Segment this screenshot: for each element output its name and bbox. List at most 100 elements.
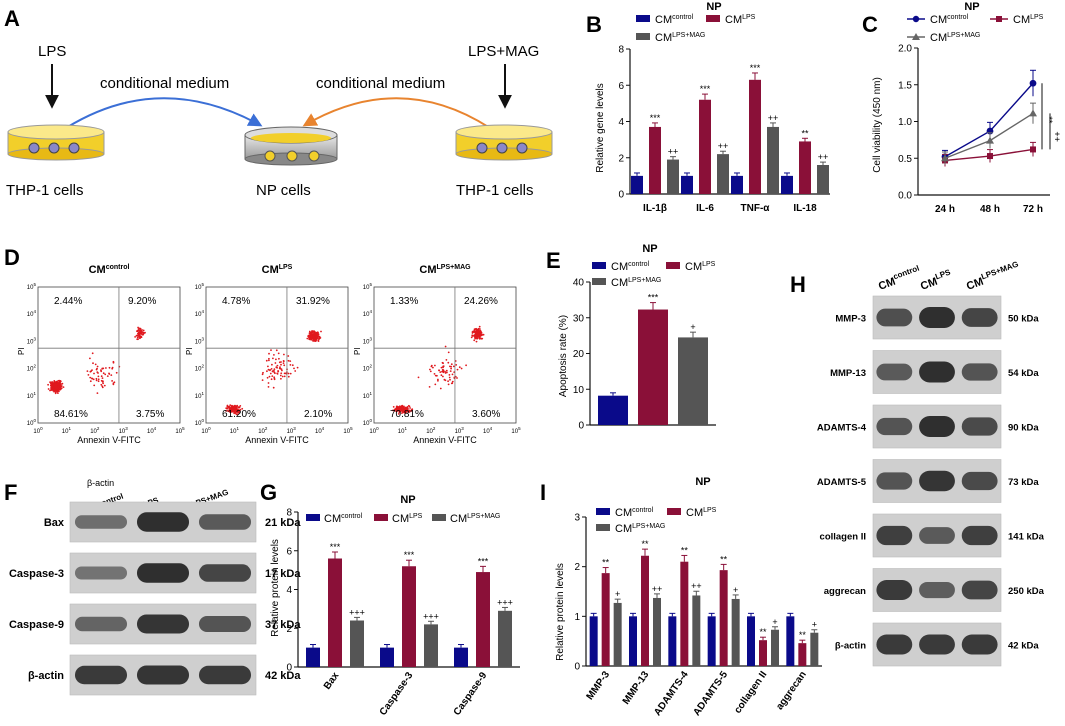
bar-1: [798, 643, 807, 666]
panel-letter: D: [4, 245, 20, 270]
bar-0: [681, 175, 693, 194]
y-tick-label: 100: [195, 418, 205, 427]
y-tick-label: 0: [574, 662, 580, 673]
y-tick-label: 8: [618, 45, 624, 56]
flow-plot-title: CMLPS+MAG: [419, 264, 471, 276]
event-dot: [408, 411, 411, 413]
y-tick-label: 1.5: [898, 80, 912, 91]
event-dot: [465, 364, 467, 367]
event-dot: [262, 371, 264, 374]
orange-arrow: [302, 97, 491, 129]
event-dot: [136, 338, 139, 341]
event-dot: [226, 410, 229, 412]
y-tick-label: 2: [618, 153, 624, 164]
event-dot: [96, 392, 99, 394]
event-dot: [96, 371, 99, 373]
event-dot: [276, 373, 279, 375]
significance-mark: **: [681, 545, 689, 555]
event-dot: [97, 378, 100, 381]
event-dot: [458, 366, 461, 369]
significance-mark: ++: [652, 584, 663, 594]
event-dot: [86, 370, 89, 372]
blot-kda-label: 250 kDa: [1008, 586, 1045, 597]
y-tick-label: 20: [573, 349, 585, 360]
y-tick-label: 103: [27, 336, 37, 345]
event-dot: [268, 357, 270, 360]
protein-band: [961, 525, 998, 546]
event-dot: [269, 372, 272, 375]
event-dot: [229, 408, 232, 410]
event-dot: [442, 366, 444, 369]
event-dot: [268, 359, 270, 362]
flow-plot-1: CMLPS 4.78% 31.92% 61.20% 2.10% Annexin V-FIT…: [185, 264, 353, 445]
event-dot: [474, 331, 477, 333]
protein-band: [876, 525, 913, 546]
event-dot: [450, 363, 453, 366]
event-dot: [478, 337, 481, 340]
bar-2: [498, 610, 512, 667]
event-dot: [451, 373, 454, 376]
panel-letter: H: [790, 272, 806, 297]
event-dot: [62, 386, 65, 388]
legend-control: CMcontrol: [324, 513, 363, 525]
event-dot: [100, 375, 103, 378]
event-dot: [273, 354, 275, 356]
event-dot: [316, 333, 319, 335]
event-dot: [317, 336, 319, 339]
quadrant-ul: 2.44%: [54, 296, 82, 307]
y-axis-label: Relative protein levels: [270, 539, 281, 637]
x-tick-label: 100: [201, 426, 211, 435]
event-dot: [401, 406, 404, 409]
bar-0: [731, 175, 743, 194]
event-dot: [274, 362, 277, 364]
event-dot: [225, 407, 228, 410]
event-dot: [103, 384, 106, 387]
x-tick-label: MMP-3: [585, 669, 613, 702]
event-dot: [308, 330, 311, 333]
event-dot: [57, 389, 60, 391]
x-tick-label: 105: [511, 426, 521, 435]
x-tick-label: Caspase-9: [452, 670, 490, 718]
event-dot: [312, 330, 315, 333]
event-dot: [287, 372, 290, 375]
legend-swatch-lps: [666, 262, 680, 269]
event-dot: [96, 367, 98, 370]
flow-plot-frame: [37, 286, 181, 424]
protein-band: [919, 470, 955, 492]
significance-mark: ++: [768, 113, 779, 123]
event-dot: [234, 405, 237, 408]
y-axis-label: Relative protein levels: [555, 563, 566, 661]
event-dot: [266, 376, 269, 379]
lane-label: CMLPS: [918, 267, 954, 292]
legend-swatch-mag: [596, 524, 610, 531]
bar-0: [454, 647, 468, 667]
chart-c-plot: 0.0 0.5 1.0 1.5 2.0 24 h 48 h 72 h ** ++: [898, 44, 1062, 216]
protein-band: [961, 417, 998, 436]
event-dot: [476, 331, 478, 334]
event-dot: [452, 365, 455, 368]
x-tick-label: 102: [90, 426, 100, 435]
blot-kda-label: 54 kDa: [1008, 368, 1039, 379]
legend-lps: CMLPS: [392, 513, 423, 525]
bar-2: [771, 629, 779, 666]
blot-row: MMP-3 50 kDa: [835, 295, 1039, 340]
event-dot: [89, 370, 92, 373]
event-dot: [47, 383, 49, 386]
event-dot: [293, 367, 295, 370]
y-tick-label: 0: [618, 190, 624, 201]
event-dot: [141, 333, 143, 336]
lane-label: CMLPS+MAG: [964, 260, 1022, 293]
event-dot: [280, 372, 283, 375]
event-dot: [313, 332, 316, 335]
flow-plot-2: CMLPS+MAG 1.33% 24.26% 70.81% 3.60% Annexin V…: [353, 264, 521, 445]
event-dot: [53, 388, 56, 391]
protein-band: [876, 472, 913, 490]
significance-mark: ++: [691, 581, 702, 591]
protein-band: [961, 363, 998, 381]
chart-g-plot: 0 2 4 6 8 *** +++ Bax *** +++ Caspase-3 *** +++ Caspa…: [286, 508, 520, 718]
protein-band: [919, 416, 955, 437]
significance-mark: **: [641, 539, 649, 549]
event-dot: [283, 353, 285, 356]
legend: CMcontrol CMLPS CMLPS+MAG: [592, 261, 716, 289]
